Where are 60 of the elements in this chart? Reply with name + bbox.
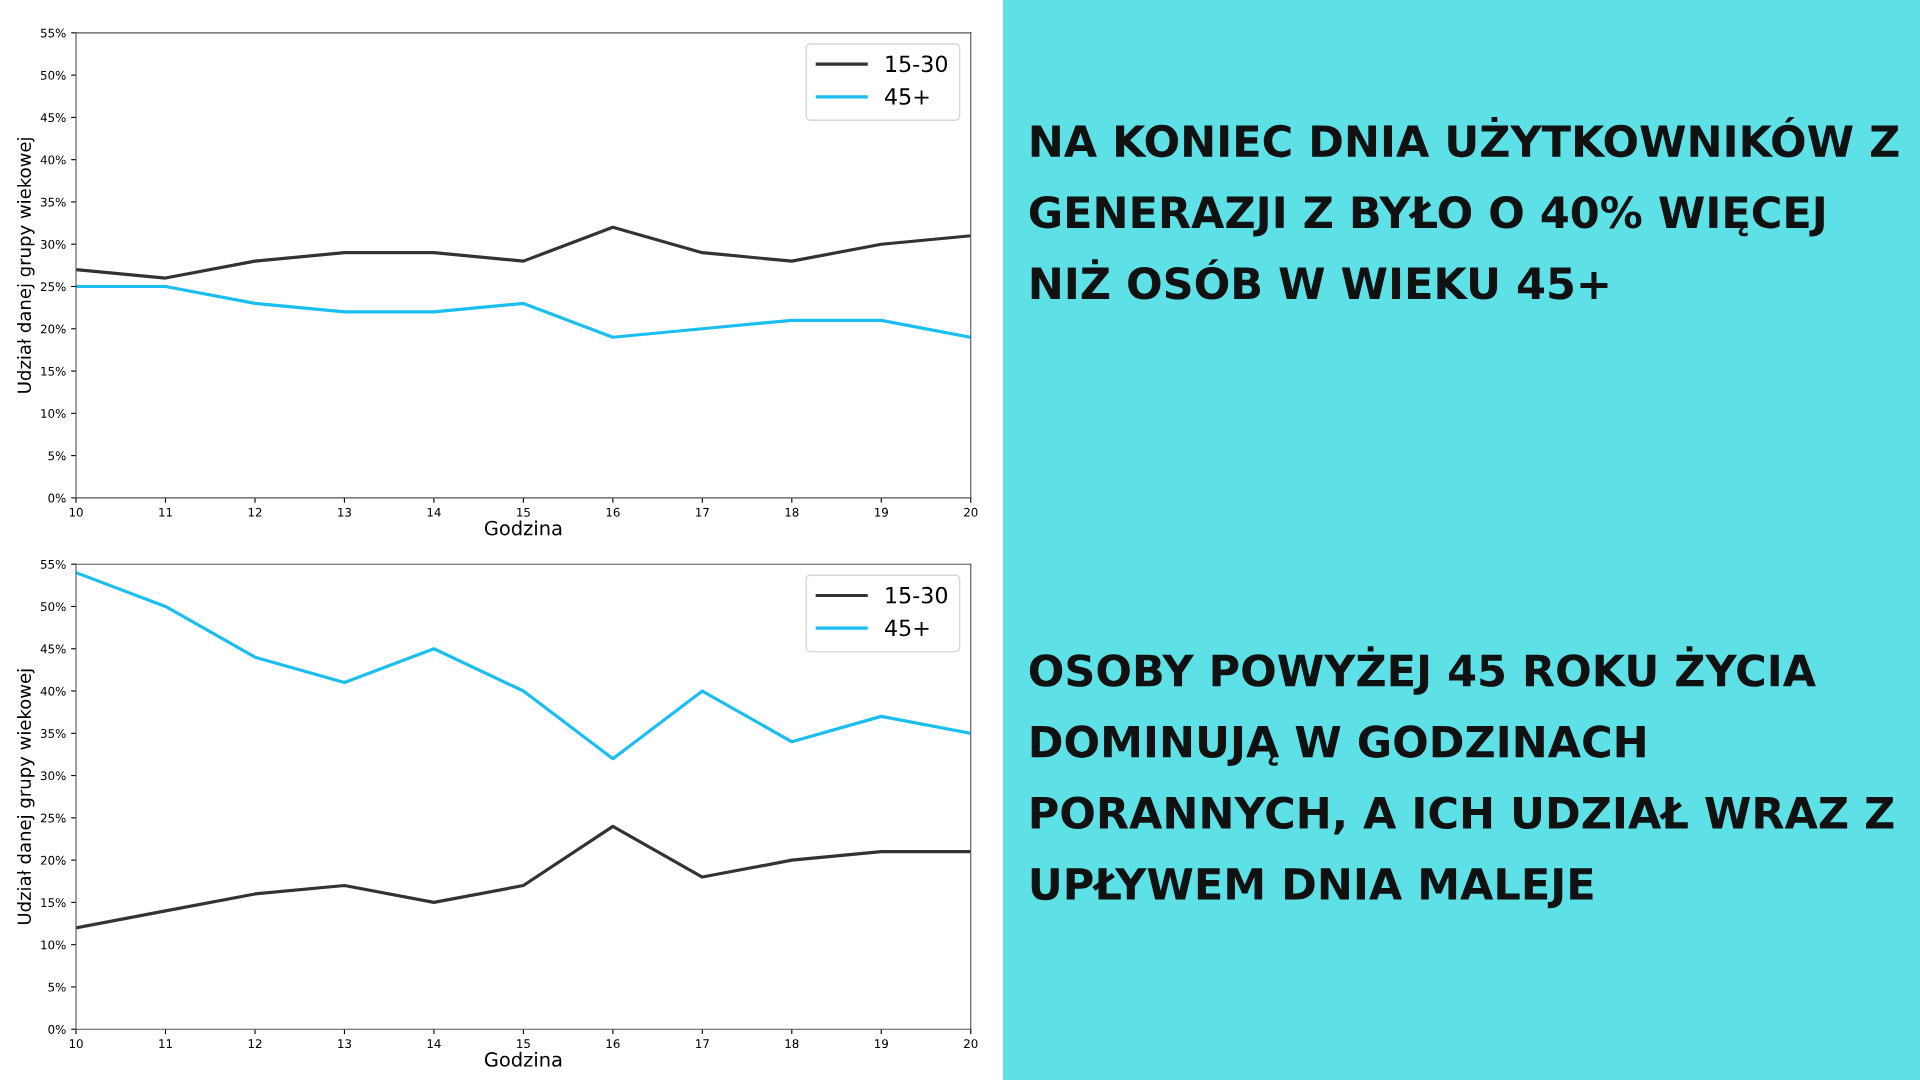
y-tick-label: 25% bbox=[40, 813, 66, 823]
x-tick-label: 18 bbox=[785, 1039, 799, 1049]
x-tick-label: 18 bbox=[785, 507, 799, 517]
x-tick-label: 13 bbox=[338, 1039, 352, 1049]
x-tick-label: 17 bbox=[696, 507, 709, 517]
x-tick-label: 16 bbox=[606, 507, 620, 517]
x-tick-label: 20 bbox=[964, 507, 978, 517]
x-tick-label: 17 bbox=[696, 1039, 709, 1048]
y-tick-label: 50% bbox=[40, 70, 66, 80]
x-tick-label: 11 bbox=[159, 507, 172, 517]
x-tick-label: 14 bbox=[427, 1039, 441, 1048]
y-tick-label: 35% bbox=[40, 197, 66, 207]
y-axis-title: Udział danej grupy wiekowej bbox=[17, 138, 35, 393]
x-tick-label: 13 bbox=[338, 507, 352, 517]
line-series bbox=[76, 571, 971, 761]
y-tick-label: 40% bbox=[40, 686, 66, 696]
y-tick-label: 10% bbox=[41, 940, 66, 950]
y-tick-label: 0% bbox=[48, 493, 66, 503]
x-axis-title: Godzina bbox=[484, 1051, 562, 1067]
line-series bbox=[76, 824, 971, 930]
y-tick-label: 15% bbox=[41, 366, 66, 376]
x-tick-label: 19 bbox=[875, 507, 888, 517]
x-tick-label: 12 bbox=[248, 507, 262, 517]
legend-label: 45+ bbox=[885, 88, 929, 105]
x-tick-label: 15 bbox=[517, 1039, 530, 1049]
legend-label: 15-30 bbox=[886, 55, 948, 73]
y-tick-label: 55% bbox=[40, 559, 66, 569]
y-axis-title: Udział danej grupy wiekowej bbox=[17, 669, 35, 925]
x-tick-label: 11 bbox=[159, 1039, 172, 1048]
y-tick-label: 20% bbox=[40, 324, 66, 334]
y-tick-label: 25% bbox=[40, 282, 66, 292]
legend-label: 15-30 bbox=[886, 586, 948, 604]
y-tick-label: 10% bbox=[41, 409, 66, 418]
x-tick-label: 19 bbox=[875, 1039, 888, 1049]
text: OSOBY POWYŻEJ 45 ROKU ŻYCIA DOMINUJĄ W GODZINACH PORANNYCH, A ICH UDZIAŁ WRAZ Z UPŁYWEM DNIA MALEJE bbox=[1029, 646, 1894, 909]
x-tick-label: 15 bbox=[517, 507, 530, 517]
y-tick-label: 20% bbox=[40, 855, 66, 865]
x-tick-label: 10 bbox=[69, 1039, 83, 1049]
y-tick-label: 5% bbox=[48, 982, 66, 992]
text: NA KONIEC DNIA UŻYTKOWNIKÓW Z GENERAZJI Z BYŁO O 40% WIĘCEJ NIŻ OSÓB W WIEKU 45+ bbox=[1029, 116, 1899, 300]
line-series bbox=[76, 225, 971, 280]
y-tick-label: 0% bbox=[48, 1024, 66, 1034]
y-tick-label: 30% bbox=[40, 239, 66, 249]
y-tick-label: 40% bbox=[40, 155, 66, 165]
x-tick-label: 16 bbox=[606, 1039, 620, 1049]
line-series bbox=[76, 284, 971, 339]
y-tick-label: 15% bbox=[41, 898, 66, 908]
y-tick-label: 5% bbox=[48, 451, 66, 461]
x-tick-label: 20 bbox=[964, 1039, 978, 1049]
y-tick-label: 45% bbox=[40, 113, 66, 123]
x-tick-label: 10 bbox=[69, 507, 83, 517]
y-tick-label: 50% bbox=[40, 602, 66, 612]
y-tick-label: 35% bbox=[40, 729, 66, 738]
x-tick-label: 14 bbox=[427, 507, 441, 517]
y-tick-label: 55% bbox=[40, 28, 66, 38]
y-tick-label: 45% bbox=[40, 644, 66, 654]
x-axis-title: Godzina bbox=[484, 520, 562, 536]
legend-label: 45+ bbox=[885, 619, 929, 637]
x-tick-label: 12 bbox=[248, 1039, 262, 1048]
y-tick-label: 30% bbox=[40, 771, 66, 781]
